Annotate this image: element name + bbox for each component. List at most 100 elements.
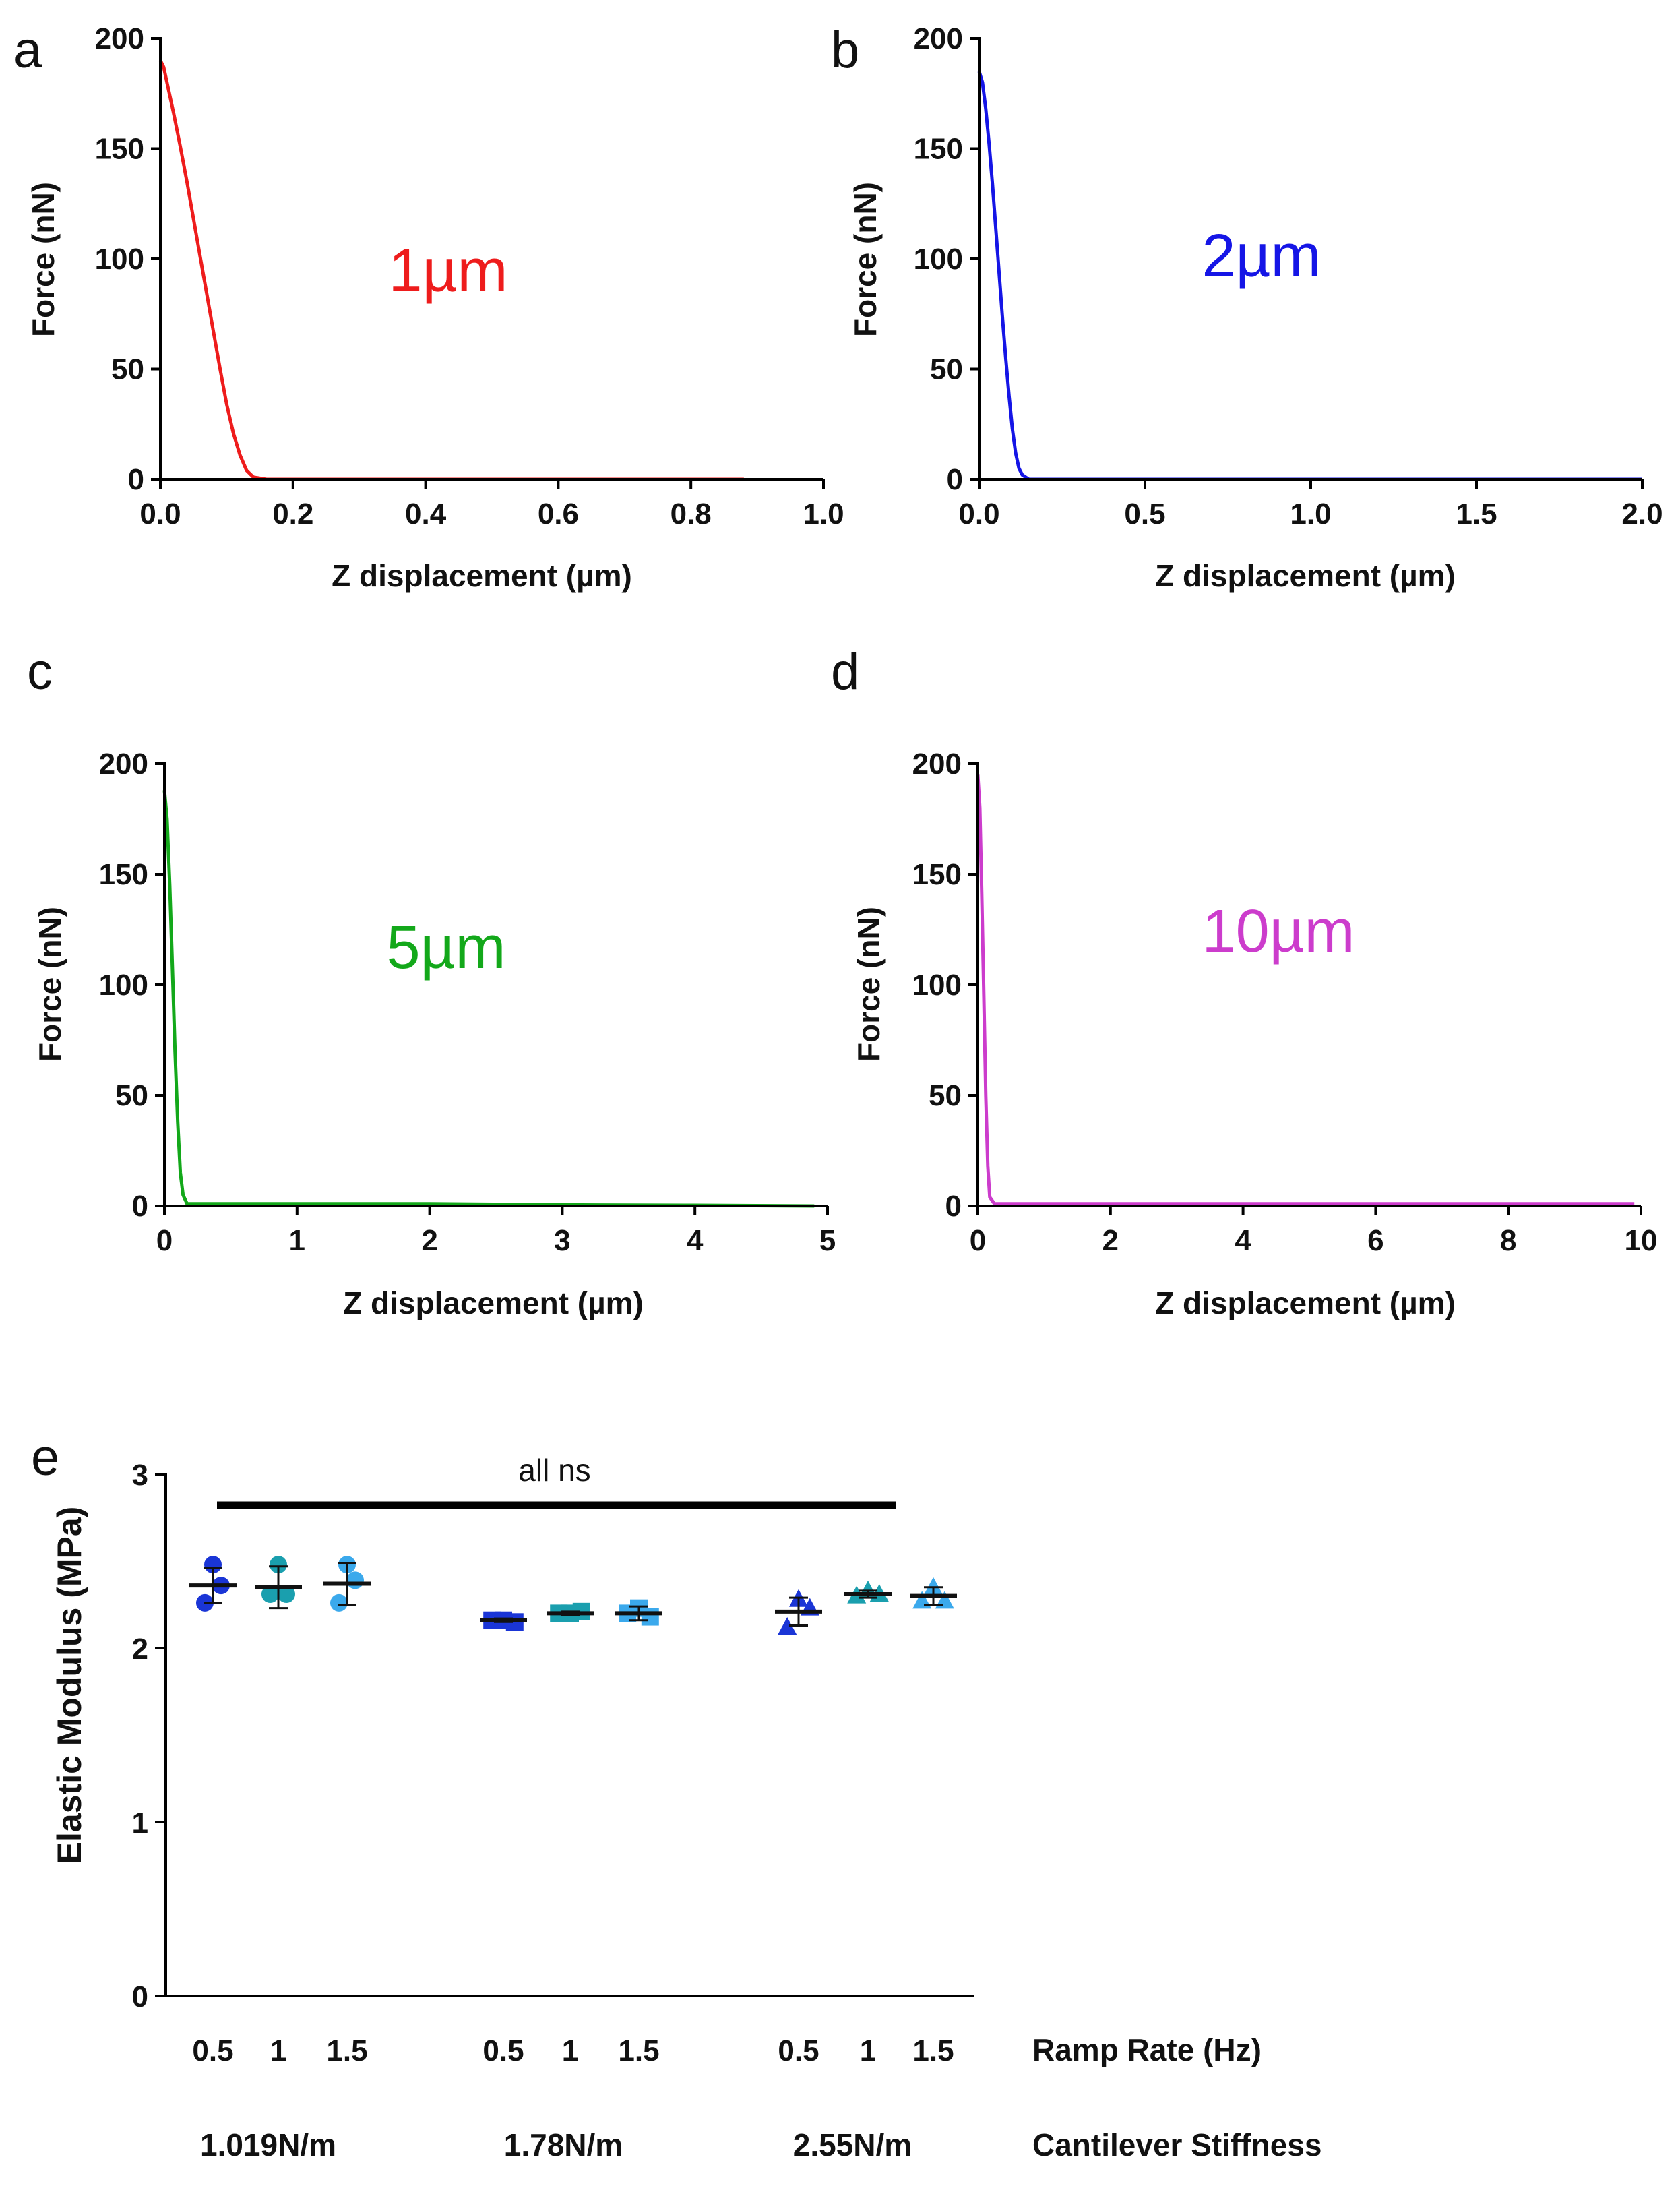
- panel-c-annotation: 5µm: [387, 914, 506, 981]
- significance-label: all ns: [518, 1453, 590, 1488]
- panel-a-letter: a: [13, 22, 42, 79]
- panel-e-y-tick-label: 3: [132, 1459, 148, 1492]
- panel-b-y-tick-label: 150: [914, 133, 963, 166]
- panel-c: c Force (nN) Z displacement (µm) 5µm 0 1 2…: [27, 643, 836, 1320]
- data-point: [346, 1571, 364, 1589]
- ramp-rate-label: 0.5: [483, 2034, 524, 2067]
- panel-a-x-tick-label: 0.0: [139, 497, 181, 530]
- panel-d: d Force (nN) Z displacement (µm) 10µm 0 2…: [831, 643, 1657, 1320]
- panel-e-y-tick-label: 2: [132, 1633, 148, 1666]
- panel-e-ylabel: Elastic Modulus (MPa): [51, 1507, 88, 1864]
- data-point: [924, 1577, 943, 1595]
- panel-b-y-tick-label: 200: [914, 22, 963, 55]
- panel-d-x-tick-label: 8: [1500, 1224, 1516, 1257]
- ramp-rate-title: Ramp Rate (Hz): [1032, 2032, 1262, 2067]
- panel-c-x-tick-label: 4: [687, 1224, 704, 1257]
- panel-c-y-tick-label: 50: [115, 1079, 148, 1112]
- panel-a-ylabel: Force (nN): [26, 182, 61, 337]
- panel-b-annotation: 2µm: [1202, 222, 1321, 290]
- panel-d-series-line: [976, 774, 1635, 1206]
- ramp-rate-label: 0.5: [778, 2034, 819, 2067]
- panel-b-y-tick-label: 50: [930, 353, 963, 386]
- panel-e-ytitle-holder: Elastic Modulus (MPa): [51, 1507, 88, 1864]
- panel-b-xlabel: Z displacement (µm): [1155, 558, 1456, 593]
- panel-a-ytitle-holder: Force (nN): [26, 182, 61, 337]
- panel-a-x-tick-label: 1.0: [803, 497, 844, 530]
- panel-e-letter: e: [31, 1429, 59, 1486]
- panel-c-x-tick-label: 0: [156, 1224, 173, 1257]
- panel-b-x-tick-label: 1.0: [1290, 497, 1331, 530]
- panel-c-ylabel: Force (nN): [32, 907, 67, 1062]
- panel-a-y-tick-label: 150: [95, 133, 144, 166]
- panel-d-ylabel: Force (nN): [851, 907, 886, 1062]
- panel-a-x-tick-label: 0.8: [671, 497, 712, 530]
- panel-d-letter: d: [831, 643, 859, 700]
- panel-a-x-tick-label: 0.6: [538, 497, 579, 530]
- panel-d-x-tick-label: 4: [1235, 1224, 1251, 1257]
- panel-d-y-tick-label: 100: [912, 969, 962, 1002]
- panel-b-y-tick-label: 0: [947, 463, 963, 496]
- panel-c-x-tick-label: 5: [819, 1224, 836, 1257]
- panel-c-x-tick-label: 2: [421, 1224, 437, 1257]
- panel-b-ylabel: Force (nN): [848, 182, 883, 337]
- panel-c-y-tick-label: 100: [99, 969, 148, 1002]
- panel-a-y-tick-label: 200: [95, 22, 144, 55]
- ramp-rate-label: 1: [860, 2034, 876, 2067]
- panel-c-y-tick-label: 0: [132, 1190, 148, 1223]
- panel-d-y-tick-label: 50: [929, 1079, 962, 1112]
- panel-b-x-tick-label: 2.0: [1621, 497, 1662, 530]
- panel-d-x-tick-label: 6: [1367, 1224, 1383, 1257]
- ramp-rate-label: 1.5: [326, 2034, 367, 2067]
- panel-d-annotation: 10µm: [1202, 898, 1355, 965]
- panel-e-y-tick-label: 1: [132, 1806, 148, 1840]
- panel-c-x-tick-label: 3: [554, 1224, 570, 1257]
- data-point: [270, 1556, 287, 1574]
- ramp-rate-label: 1: [270, 2034, 286, 2067]
- panel-c-ytitle-holder: Force (nN): [32, 907, 67, 1062]
- ramp-rate-label: 1.5: [912, 2034, 954, 2067]
- panel-d-ytitle-holder: Force (nN): [851, 907, 886, 1062]
- ramp-rate-label: 1: [562, 2034, 578, 2067]
- panel-c-xlabel: Z displacement (µm): [343, 1285, 644, 1320]
- panel-c-letter: c: [27, 643, 53, 700]
- panel-d-x-tick-label: 2: [1102, 1224, 1119, 1257]
- stiffness-label: 1.019N/m: [200, 2127, 336, 2162]
- panel-a: a Force (nN) Z displacement (µm) 1µm 0.0…: [13, 22, 844, 593]
- panel-b-x-tick-label: 1.5: [1456, 497, 1497, 530]
- panel-d-y-tick-label: 200: [912, 748, 962, 781]
- data-point: [330, 1593, 348, 1612]
- panel-b-x-tick-label: 0.0: [958, 497, 999, 530]
- panel-a-plot: 0.0 0.2 0.4 0.6 0.8 1.0 0 50 100 150 200: [95, 22, 844, 530]
- panel-c-x-tick-label: 1: [289, 1224, 305, 1257]
- panel-a-y-tick-label: 100: [95, 243, 144, 276]
- panel-e-y-tick-label: 0: [132, 1980, 148, 2013]
- panel-b: b Force (nN) Z displacement (µm) 2µm 0.0…: [831, 22, 1663, 593]
- stiffness-label: 1.78N/m: [504, 2127, 623, 2162]
- panel-a-y-tick-label: 0: [128, 463, 144, 496]
- panel-b-y-tick-label: 100: [914, 243, 963, 276]
- panel-b-ytitle-holder: Force (nN): [848, 182, 883, 337]
- panel-a-y-tick-label: 50: [111, 353, 144, 386]
- ramp-rate-label: 1.5: [618, 2034, 659, 2067]
- ramp-rate-label: 0.5: [192, 2034, 233, 2067]
- data-point: [778, 1617, 797, 1635]
- panel-a-x-tick-label: 0.2: [272, 497, 313, 530]
- panel-d-y-tick-label: 150: [912, 858, 962, 891]
- panel-e: e Elastic Modulus (MPa) all ns Ramp Rate…: [31, 1429, 1321, 2162]
- panel-a-x-tick-label: 0.4: [405, 497, 447, 530]
- data-point: [641, 1608, 659, 1626]
- panel-a-annotation: 1µm: [389, 237, 508, 305]
- panel-c-series-line: [162, 790, 815, 1208]
- panel-b-x-tick-label: 0.5: [1124, 497, 1165, 530]
- stiffness-label: 2.55N/m: [793, 2127, 912, 2162]
- panel-d-y-tick-label: 0: [945, 1190, 962, 1223]
- panel-c-y-tick-label: 150: [99, 858, 148, 891]
- stiffness-title: Cantilever Stiffness: [1032, 2127, 1321, 2162]
- panel-d-x-tick-label: 10: [1625, 1224, 1658, 1257]
- panel-b-plot: 0.0 0.5 1.0 1.5 2.0 0 50 100 150 200: [914, 22, 1663, 530]
- data-point: [278, 1585, 295, 1604]
- panel-e-plot: 0 1 2 3 0.5 1 1.5 1.019N/m 0.5 1 1.5 1.78N/m 0.5 1 1.5…: [132, 1459, 974, 2162]
